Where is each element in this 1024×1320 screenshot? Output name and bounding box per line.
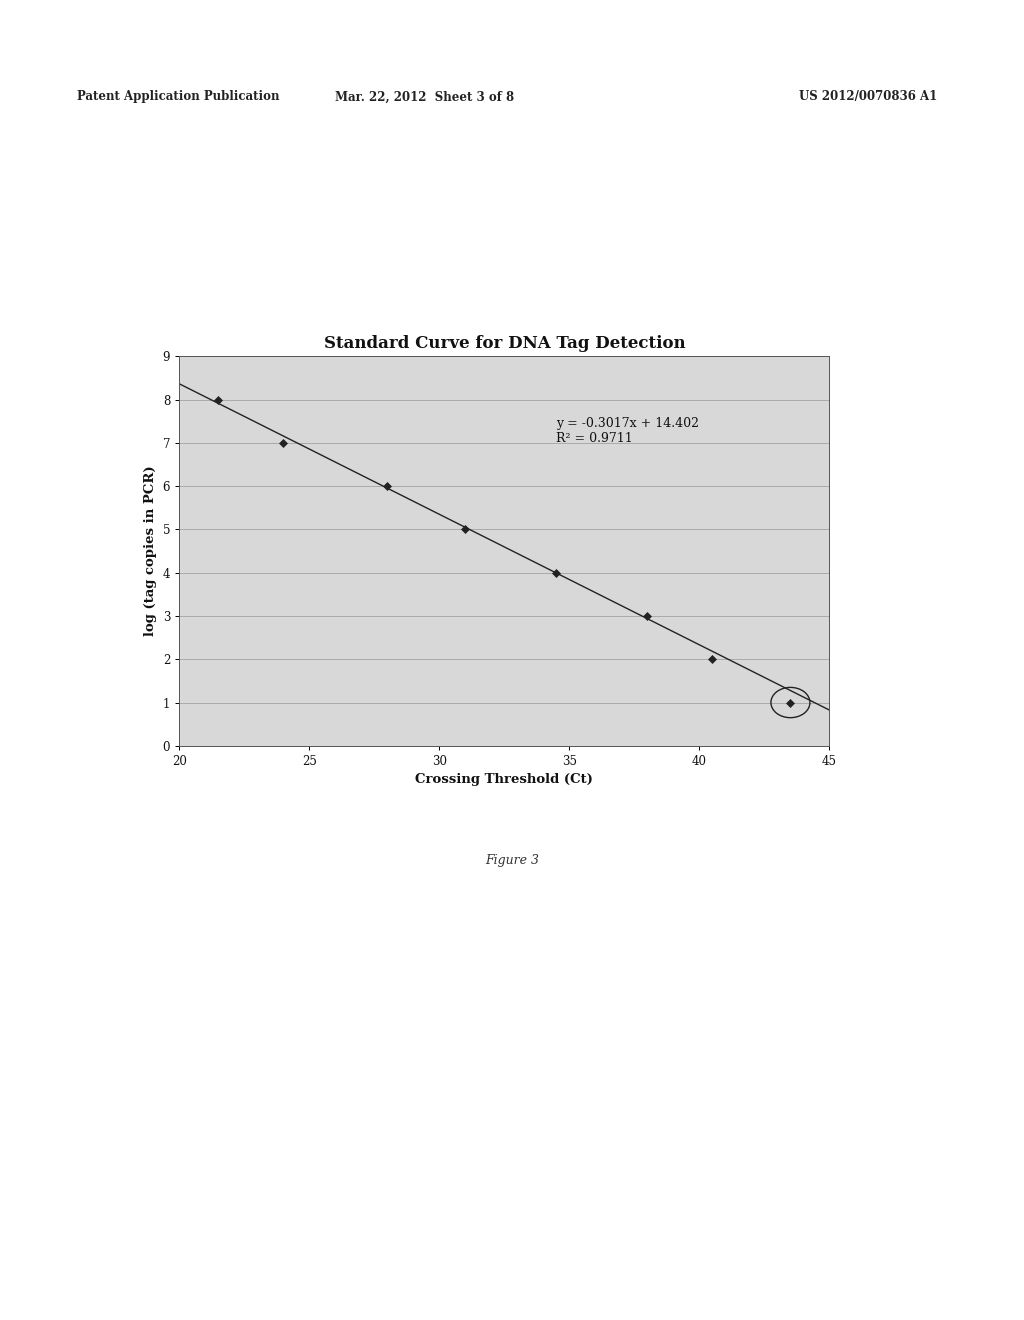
Text: Patent Application Publication: Patent Application Publication: [77, 90, 280, 103]
Y-axis label: log (tag copies in PCR): log (tag copies in PCR): [144, 466, 157, 636]
X-axis label: Crossing Threshold (Ct): Crossing Threshold (Ct): [416, 774, 593, 787]
Text: Mar. 22, 2012  Sheet 3 of 8: Mar. 22, 2012 Sheet 3 of 8: [336, 90, 514, 103]
Text: y = -0.3017x + 14.402
R² = 0.9711: y = -0.3017x + 14.402 R² = 0.9711: [556, 417, 699, 445]
Text: Figure 3: Figure 3: [485, 854, 539, 867]
Title: Standard Curve for DNA Tag Detection: Standard Curve for DNA Tag Detection: [324, 335, 685, 352]
Text: US 2012/0070836 A1: US 2012/0070836 A1: [799, 90, 937, 103]
